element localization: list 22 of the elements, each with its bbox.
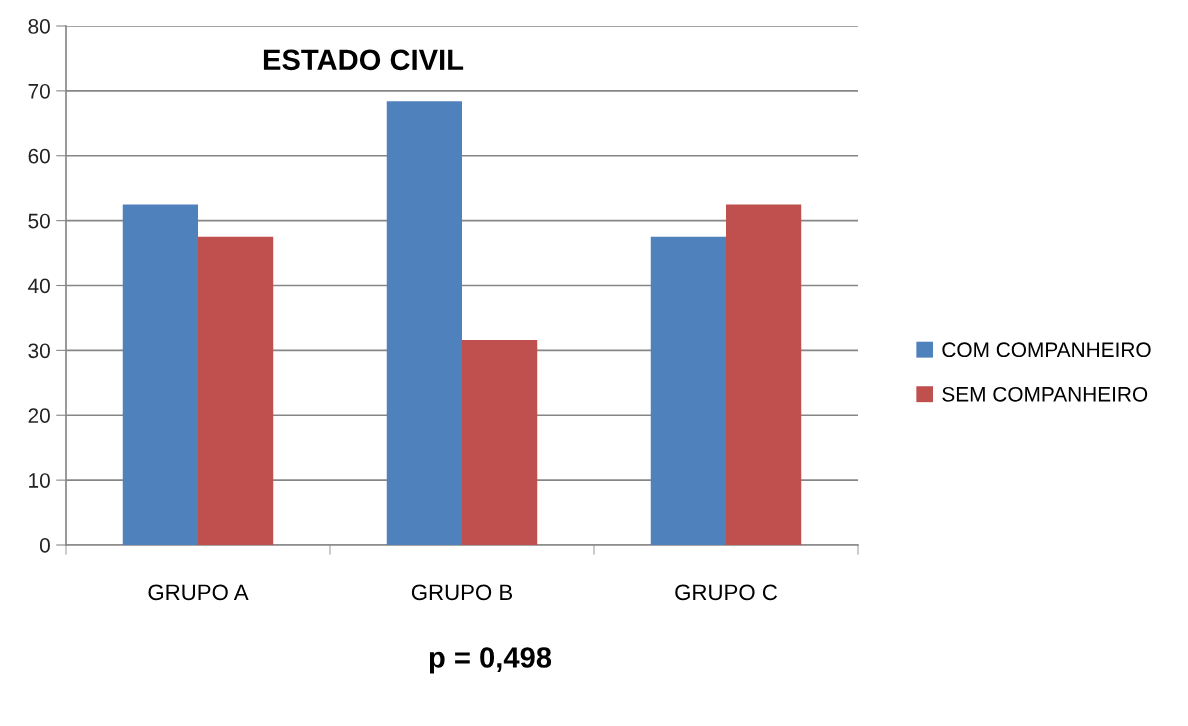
bar (726, 204, 802, 545)
y-tick-label: 0 (39, 538, 50, 553)
x-tick-label: GRUPO C (675, 584, 778, 601)
text: ESTADO CIVIL (263, 49, 464, 71)
y-tick-label: 20 (28, 408, 50, 423)
y-tick-label: 50 (28, 213, 50, 229)
bar (462, 340, 538, 545)
bar (122, 204, 198, 545)
y-tick-label: 30 (28, 343, 50, 359)
y-tick-label: 70 (28, 83, 50, 99)
x-tick-label: GRUPO B (411, 584, 513, 601)
y-tick-label: 80 (28, 19, 50, 34)
legend-label: COM COMPANHEIRO (942, 342, 1151, 358)
bar (386, 101, 462, 545)
bar (650, 236, 726, 545)
y-tick-label: 60 (28, 148, 50, 164)
x-tick-label: GRUPO A (148, 584, 249, 601)
y-tick-label: 10 (29, 473, 50, 488)
legend-label: SEM COMPANHEIRO (942, 386, 1148, 402)
bar (198, 236, 274, 545)
y-tick-label: 40 (28, 278, 50, 294)
text: p = 0,498 (429, 647, 552, 674)
